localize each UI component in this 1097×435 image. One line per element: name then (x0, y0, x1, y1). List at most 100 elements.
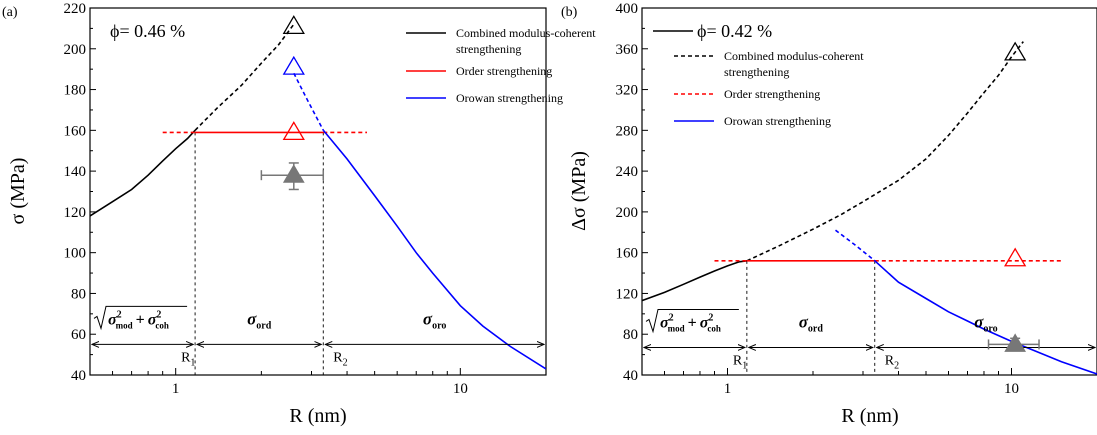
series-line-5 (835, 229, 876, 262)
y-tick-label: 80 (623, 327, 638, 343)
sigma-subscript: mod (668, 323, 685, 333)
r-label-base: R (885, 353, 895, 368)
series-line-0 (90, 129, 196, 217)
sigma-symbol: σ (974, 312, 984, 331)
x-axis-label: R (nm) (841, 405, 898, 427)
r-label-base: R (181, 350, 191, 365)
legend-label: Orowan strengthening (724, 114, 831, 128)
r-label-1: R1 (733, 353, 747, 371)
r-label-sub: 1 (742, 360, 747, 371)
sigma-symbol: σ (108, 311, 117, 328)
y-tick-label: 320 (616, 83, 639, 99)
r-label-sub: 2 (343, 357, 348, 368)
y-tick-label: 40 (71, 368, 86, 384)
region-label-ord: σord (799, 312, 824, 334)
sigma-symbol: σ (148, 311, 157, 328)
sigma-symbol: σ (700, 314, 709, 331)
y-tick-label: 200 (616, 205, 639, 221)
series-line-0 (642, 260, 748, 302)
data-marker-open-1 (282, 55, 305, 75)
x-tick-label: 10 (1004, 381, 1019, 397)
plot-area (90, 23, 546, 375)
y-tick-label: 180 (64, 83, 87, 99)
legend-label: Combined modulus-coherent (724, 49, 864, 63)
sigma-subscript: mod (116, 320, 133, 330)
series-line-6 (874, 260, 1097, 375)
plus-sign: + (136, 311, 145, 328)
region-label-oro: σoro (423, 309, 446, 331)
legend-label: Orowan strengthening (456, 91, 563, 105)
sigma-subscript: oro (432, 320, 446, 331)
legend-label-line2: strengthening (724, 65, 789, 79)
y-tick-label: 160 (64, 123, 87, 139)
y-tick-label: 40 (623, 368, 638, 384)
sqrt-sign (645, 308, 739, 334)
data-marker-open-0 (282, 15, 305, 34)
y-axis-label: Δσ (MPa) (568, 151, 590, 231)
series-line-1 (194, 23, 295, 131)
r-label-2: R2 (333, 350, 347, 368)
y-tick-label: 360 (616, 42, 639, 58)
series-line-6 (322, 129, 546, 370)
y-tick-label: 120 (616, 286, 639, 302)
y-tick-label: 200 (64, 42, 87, 58)
x-tick-label: 1 (172, 381, 180, 397)
x-axis-label: R (nm) (289, 405, 346, 427)
y-tick-label: 140 (64, 164, 87, 180)
y-tick-label: 160 (616, 246, 639, 262)
legend-label: Order strengthening (456, 64, 552, 78)
superscript-2: 2 (708, 312, 713, 323)
phi-label: ϕ= 0.42 % (697, 21, 772, 41)
x-tick-label: 1 (724, 381, 732, 397)
r-label-sub: 2 (894, 360, 899, 371)
plus-sign: + (688, 314, 697, 331)
sigma-symbol: σ (799, 312, 809, 331)
data-marker-filled (282, 164, 305, 183)
sigma-subscript: oro (983, 323, 997, 334)
sigma-symbol: σ (247, 309, 257, 328)
series-line-5 (293, 72, 325, 131)
sigma-subscript: ord (256, 320, 271, 331)
region-label-sqrt: σ2 mod + σ2 coh (660, 312, 721, 333)
plot-area (642, 41, 1097, 375)
sigma-subscript: coh (707, 323, 721, 333)
data-marker-open-1 (1004, 247, 1027, 267)
region-label-oro: σoro (974, 312, 997, 334)
panel-label: (b) (561, 5, 578, 20)
y-tick-label: 240 (616, 164, 639, 180)
y-tick-label: 100 (64, 246, 87, 262)
data-marker-open-2 (282, 121, 305, 141)
phi-label: ϕ= 0.46 % (110, 21, 185, 41)
panel-label: (a) (2, 5, 18, 20)
sigma-symbol: σ (660, 314, 669, 331)
sigma-subscript: coh (155, 320, 169, 330)
series-line-1 (746, 41, 1024, 262)
sigma-subscript: ord (808, 323, 823, 334)
y-tick-label: 400 (616, 1, 639, 17)
panel-a: (a) 40 60 80 100 120 140 160 180 200 220 1 10 R (nm) σ… (2, 1, 596, 427)
r-label-base: R (733, 353, 743, 368)
legend-label: Order strengthening (724, 87, 820, 101)
region-label-ord: σord (247, 309, 272, 331)
r-label-base: R (333, 350, 343, 365)
y-tick-label: 80 (71, 286, 86, 302)
sigma-symbol: σ (423, 309, 433, 328)
r-label-1: R1 (181, 350, 195, 368)
legend-label: Combined modulus-coherent (456, 26, 596, 40)
y-tick-label: 220 (64, 1, 87, 17)
y-tick-label: 120 (64, 205, 87, 221)
x-tick-label: 10 (453, 381, 468, 397)
y-tick-label: 60 (71, 327, 86, 343)
r-label-sub: 1 (190, 357, 195, 368)
data-marker-open-0 (1004, 41, 1027, 61)
superscript-2: 2 (156, 309, 161, 320)
superscript-2: 2 (117, 309, 122, 320)
y-axis-label: σ (MPa) (7, 158, 29, 225)
panel-b: (b) 40 80 120 160 200 240 280 320 360 400 1 10 R (nm)… (561, 1, 1097, 427)
legend-label-line2: strengthening (456, 42, 521, 56)
data-marker-filled (1004, 333, 1027, 352)
region-label-sqrt: σ2 mod + σ2 coh (108, 309, 169, 330)
superscript-2: 2 (669, 312, 674, 323)
sqrt-sign (93, 305, 188, 331)
